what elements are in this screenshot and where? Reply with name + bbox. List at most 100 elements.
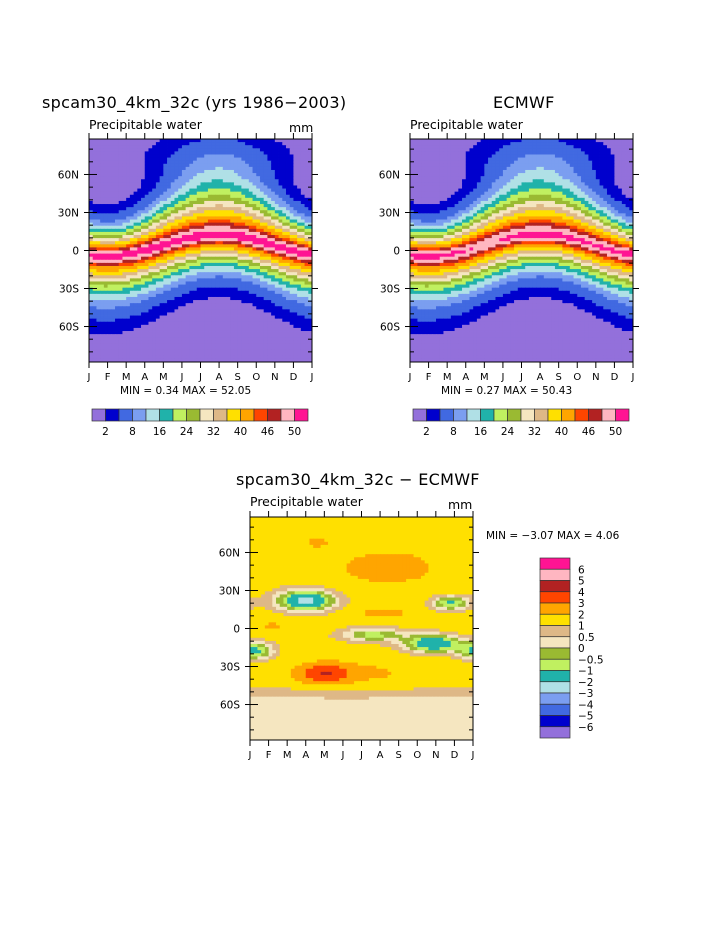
contour-cell <box>170 340 175 344</box>
contour-cell <box>148 355 153 360</box>
contour-cell <box>196 145 201 149</box>
contour-cell <box>185 213 190 217</box>
contour-cell <box>245 259 250 264</box>
contour-cell <box>185 318 190 323</box>
contour-cell <box>170 331 175 335</box>
contour-cell <box>285 349 291 354</box>
contour-cell <box>252 272 257 276</box>
contour-cell <box>259 355 265 360</box>
contour-cell <box>185 309 190 313</box>
contour-cell <box>226 219 231 224</box>
contour-cell <box>226 157 231 162</box>
contour-cell <box>237 166 242 171</box>
contour-cell <box>148 247 153 251</box>
contour-cell <box>185 216 190 220</box>
contour-cell <box>174 358 179 363</box>
contour-cell <box>118 337 123 341</box>
contour-cell <box>111 293 116 298</box>
contour-cell <box>118 269 123 273</box>
contour-cell <box>141 182 146 186</box>
contour-cell <box>129 259 134 264</box>
contour-cell <box>248 321 253 326</box>
contour-cell <box>308 303 313 307</box>
contour-cell <box>174 142 179 146</box>
contour-cell <box>170 321 175 326</box>
contour-cell <box>111 154 116 158</box>
contour-cell <box>554 157 560 162</box>
contour-cell <box>293 169 298 174</box>
contour-cell <box>193 331 198 335</box>
contour-cell <box>248 222 253 227</box>
contour-cell <box>137 235 142 239</box>
contour-cell <box>256 238 261 242</box>
contour-cell <box>196 284 201 289</box>
contour-cell <box>211 176 216 180</box>
contour-cell <box>304 173 309 177</box>
contour-cell <box>297 154 302 158</box>
contour-cell <box>174 296 179 301</box>
contour-cell <box>129 278 134 282</box>
contour-cell <box>222 216 227 220</box>
contour-cell <box>219 306 224 310</box>
contour-cell <box>241 262 246 267</box>
contour-cell <box>137 265 142 270</box>
contour-cell <box>178 173 183 177</box>
contour-cell <box>428 163 433 168</box>
contour-cell <box>252 259 257 264</box>
contour-cell <box>573 148 578 152</box>
contour-cell <box>122 154 127 158</box>
contour-cell <box>103 247 108 251</box>
contour-cell <box>170 151 175 155</box>
contour-cell <box>133 204 138 208</box>
contour-cell <box>502 151 508 155</box>
contour-cell <box>185 154 190 158</box>
contour-cell <box>219 315 224 320</box>
contour-cell <box>115 256 120 261</box>
contour-cell <box>178 225 183 230</box>
contour-cell <box>506 166 511 171</box>
contour-cell <box>163 163 168 168</box>
contour-cell <box>413 160 418 165</box>
contour-cell <box>181 331 187 335</box>
contour-cell <box>178 207 183 211</box>
contour-cell <box>245 188 250 193</box>
contour-cell <box>181 197 187 202</box>
contour-cell <box>92 241 97 245</box>
contour-cell <box>282 222 287 227</box>
contour-cell <box>282 321 287 326</box>
contour-cell <box>178 340 183 344</box>
contour-cell <box>107 250 112 254</box>
contour-cell <box>606 157 612 162</box>
contour-cell <box>237 238 242 242</box>
contour-cell <box>129 346 134 351</box>
contour-cell <box>588 139 593 143</box>
contour-cell <box>300 185 305 189</box>
contour-cell <box>100 182 105 186</box>
contour-cell <box>233 148 239 152</box>
contour-cell <box>230 250 235 254</box>
contour-cell <box>96 222 101 227</box>
contour-cell <box>230 142 235 146</box>
contour-cell <box>118 315 123 320</box>
contour-cell <box>178 157 183 162</box>
contour-cell <box>207 173 213 177</box>
contour-cell <box>540 157 545 162</box>
contour-cell <box>144 315 149 320</box>
contour-cell <box>133 228 138 233</box>
contour-cell <box>245 349 250 354</box>
contour-cell <box>96 228 101 233</box>
contour-cell <box>278 145 283 149</box>
contour-cell <box>174 191 179 196</box>
contour-cell <box>196 324 201 329</box>
contour-cell <box>204 166 209 171</box>
contour-cell <box>185 244 190 248</box>
contour-cell <box>103 315 108 320</box>
contour-cell <box>111 139 116 143</box>
contour-cell <box>274 300 279 304</box>
contour-cell <box>282 253 287 258</box>
contour-cell <box>204 318 209 323</box>
contour-cell <box>226 182 231 186</box>
contour-cell <box>196 293 201 298</box>
contour-cell <box>152 228 157 233</box>
contour-cell <box>170 281 175 285</box>
